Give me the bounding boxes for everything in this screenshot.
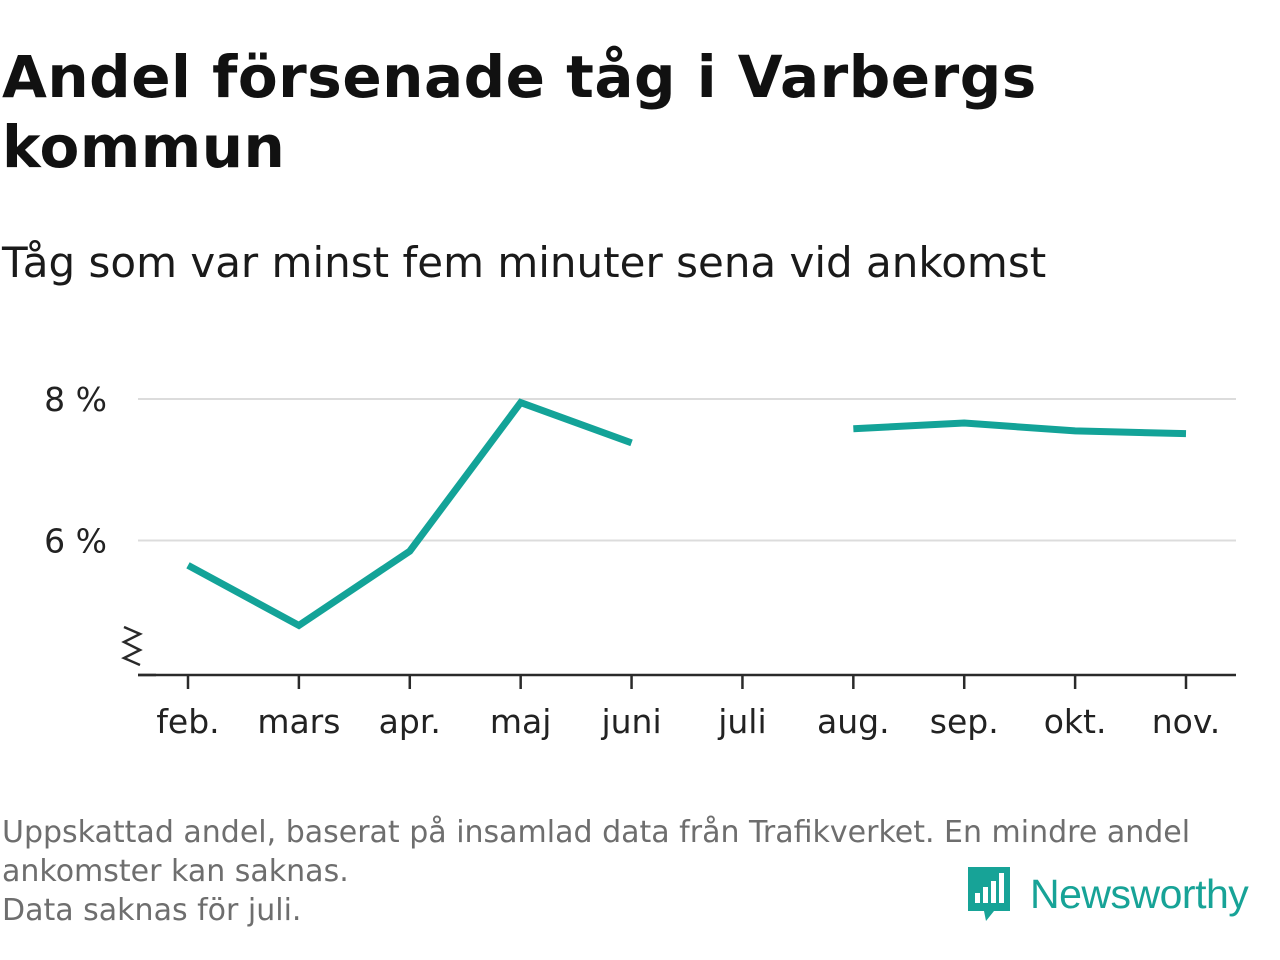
footnote-line: Data saknas för juli.: [2, 893, 302, 928]
y-tick-label: 8 %: [44, 380, 107, 419]
gridlines: [138, 398, 1236, 542]
chart-footnote: Uppskattad andel, baserat på insamlad da…: [2, 813, 1272, 930]
series-lines: [186, 398, 1187, 630]
x-axis: [121, 625, 1236, 689]
y-axis-tick-labels: 6 % 8 %: [44, 380, 107, 561]
x-axis-tick-labels: feb. mars apr. maj juni juli aug. sep. okt. nov.: [156, 702, 1220, 741]
brand-logo: Newsworthy: [964, 862, 1249, 926]
brand-name: Newsworthy: [1030, 870, 1249, 917]
y-tick-label: 6 %: [44, 522, 107, 561]
x-tick-label: nov.: [1152, 702, 1221, 741]
series-line-segment: [853, 419, 1187, 438]
footnote-line: Uppskattad andel, baserat på insamlad da…: [2, 815, 1191, 850]
x-tick-label: okt.: [1044, 702, 1107, 741]
x-tick-label: aug.: [817, 702, 890, 741]
x-tick-label: juli: [717, 702, 766, 741]
chart-title: Andel försenade tåg i Varbergs kommun: [2, 43, 1037, 181]
line-chart: 6 % 8 % feb. mars apr. maj juni juli aug. sep. ok…: [44, 380, 1236, 741]
footnote-line: ankomster kan saknas.: [2, 854, 349, 889]
chart-subtitle: Tåg som var minst fem minuter sena vid a…: [2, 238, 1047, 287]
x-tick-label: feb.: [156, 702, 219, 741]
x-tick-label: juni: [600, 702, 661, 741]
series-line-segment: [186, 398, 633, 630]
newsworthy-logo-icon: [968, 867, 1010, 921]
x-tick-label: maj: [490, 702, 552, 741]
x-tick-label: mars: [257, 702, 340, 741]
x-tick-label: sep.: [930, 702, 999, 741]
y-axis-break: [121, 625, 156, 677]
x-tick-label: apr.: [379, 702, 441, 741]
